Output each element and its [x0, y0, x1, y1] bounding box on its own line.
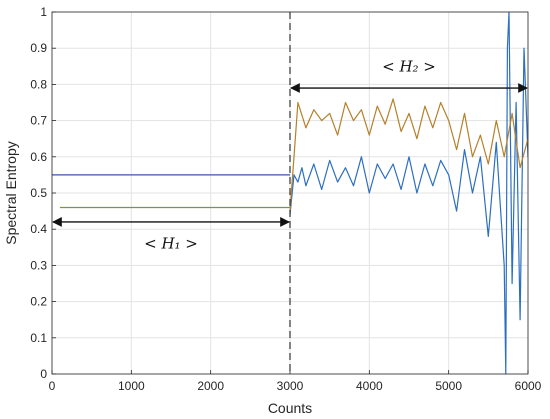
x-tick-label: 2000: [197, 379, 224, 393]
annotation-label-1: < H₁ >: [144, 235, 198, 253]
y-tick-label: 0.1: [30, 331, 47, 345]
x-tick-label: 5000: [435, 379, 462, 393]
series-line-1: [289, 12, 528, 374]
y-tick-label: 0.3: [30, 258, 47, 272]
x-tick-label: 3000: [277, 379, 304, 393]
x-axis-label: Counts: [268, 400, 312, 416]
annotations: < H₁ > < H₂ >: [52, 57, 528, 253]
y-tick-label: 0.4: [30, 222, 47, 236]
axis-ticks: 0 1000 2000 3000 4000 5000 6000 0 0.1 0.2 0.3 0.4 0.…: [30, 5, 541, 393]
x-tick-label: 4000: [356, 379, 383, 393]
y-tick-label: 0.5: [30, 186, 47, 200]
annotation-label-2: < H₂ >: [382, 57, 436, 75]
y-tick-label: 1: [40, 5, 47, 19]
y-tick-label: 0.7: [30, 114, 47, 128]
y-tick-label: 0.6: [30, 150, 47, 164]
y-tick-label: 0.8: [30, 77, 47, 91]
y-tick-label: 0.9: [30, 41, 47, 55]
data-series: [52, 12, 528, 374]
y-tick-label: 0: [40, 367, 47, 381]
x-tick-label: 6000: [515, 379, 542, 393]
y-tick-label: 0.2: [30, 295, 47, 309]
series-line-2: [289, 98, 528, 212]
x-tick-label: 1000: [118, 379, 145, 393]
x-tick-label: 0: [49, 379, 56, 393]
y-axis-label: Spectral Entropy: [3, 141, 19, 245]
